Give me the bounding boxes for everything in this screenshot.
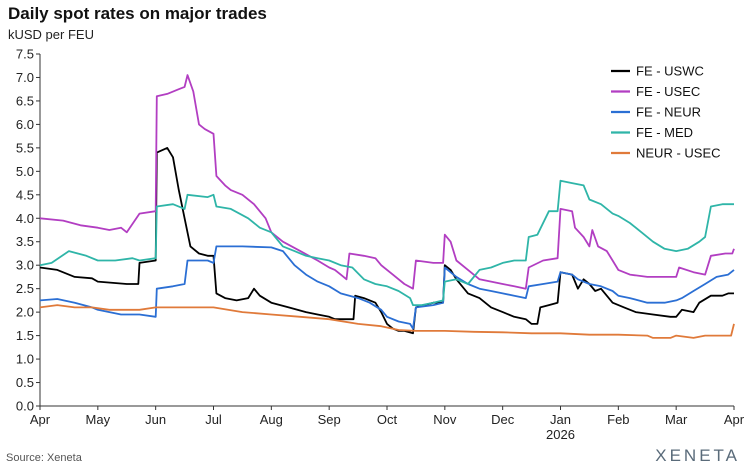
legend-label: FE - MED: [636, 125, 693, 140]
y-tick-label: 0.0: [16, 399, 34, 414]
chart-subtitle: kUSD per FEU: [8, 27, 94, 42]
x-tick-label: May: [86, 412, 111, 427]
y-tick-label: 7.5: [16, 47, 34, 62]
y-tick-label: 0.5: [16, 375, 34, 390]
chart-lines: [39, 74, 735, 339]
y-tick-label: 5.5: [16, 140, 34, 155]
y-tick-label: 2.0: [16, 305, 34, 320]
y-tick-label: 7.0: [16, 70, 34, 85]
brand-logo: XENETA: [655, 446, 740, 465]
series-line-fe-neur: [39, 245, 735, 330]
x-tick-label: Sep: [318, 412, 341, 427]
y-tick-label: 3.5: [16, 234, 34, 249]
y-tick-label: 6.0: [16, 117, 34, 132]
x-tick-label: Dec: [491, 412, 515, 427]
y-tick-label: 1.5: [16, 328, 34, 343]
x-tick-label: Jun: [145, 412, 166, 427]
y-tick-label: 6.5: [16, 93, 34, 108]
legend-label: NEUR - USEC: [636, 146, 721, 161]
y-tick-label: 4.0: [16, 211, 34, 226]
y-tick-label: 1.0: [16, 352, 34, 367]
chart-axes: 0.0 0.5 1.0 1.5 2.0 2.5 3.0 3.5 4.0 4.5 5.0 5.5 6.0 6…: [16, 47, 745, 443]
legend-label: FE - USEC: [636, 84, 700, 99]
x-tick-label: Nov: [433, 412, 457, 427]
y-tick-label: 2.5: [16, 281, 34, 296]
legend-label: FE - USWC: [636, 64, 704, 79]
series-line-neur-usec: [39, 304, 735, 339]
year-label: 2026: [546, 427, 575, 442]
source-note: Source: Xeneta: [6, 452, 82, 464]
x-tick-label: Jan: [550, 412, 571, 427]
x-tick-label: Oct: [377, 412, 398, 427]
x-tick-label: Aug: [260, 412, 283, 427]
x-tick-label: Apr: [724, 412, 745, 427]
chart-title: Daily spot rates on major trades: [8, 4, 267, 23]
y-tick-label: 5.0: [16, 164, 34, 179]
series-line-fe-med: [39, 179, 734, 306]
y-tick-label: 4.5: [16, 187, 34, 202]
x-tick-label: Apr: [30, 412, 51, 427]
x-tick-label: Feb: [607, 412, 629, 427]
series-line-fe-uswc: [39, 147, 734, 335]
x-tick-label: Mar: [665, 412, 688, 427]
series-line-fe-usec: [39, 74, 735, 290]
y-tick-label: 3.0: [16, 258, 34, 273]
x-tick-label: Jul: [205, 412, 222, 427]
legend-label: FE - NEUR: [636, 105, 701, 120]
chart-legend: FE - USWC FE - USEC FE - NEUR FE - MED NEUR …: [611, 64, 721, 161]
